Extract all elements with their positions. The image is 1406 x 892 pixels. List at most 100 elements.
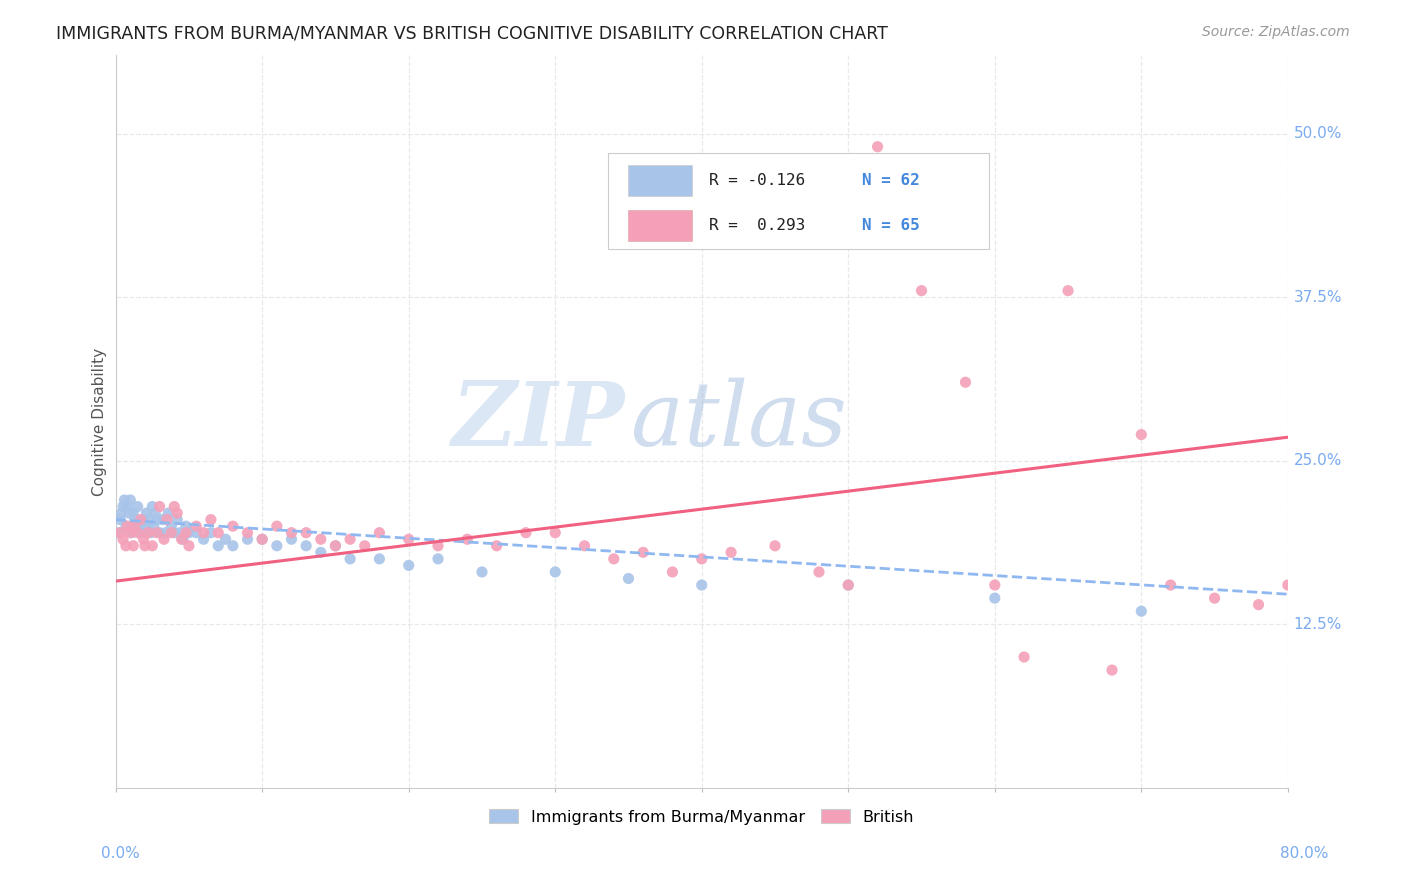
Point xyxy=(122,506,145,520)
Point xyxy=(1247,598,1270,612)
Point xyxy=(690,552,713,566)
Point xyxy=(353,539,375,553)
Point xyxy=(169,525,191,540)
Point xyxy=(368,552,391,566)
Point xyxy=(485,539,508,553)
Point xyxy=(984,578,1007,592)
Point xyxy=(193,525,215,540)
Point xyxy=(544,525,567,540)
Text: 37.5%: 37.5% xyxy=(1294,290,1343,305)
Point xyxy=(1012,650,1035,665)
Point xyxy=(631,545,654,559)
Point xyxy=(200,525,222,540)
Point xyxy=(111,500,134,514)
Point xyxy=(186,519,208,533)
Point xyxy=(427,539,450,553)
Point xyxy=(117,500,139,514)
Point xyxy=(280,533,302,547)
Point xyxy=(720,545,742,559)
Point xyxy=(132,533,155,547)
Point xyxy=(107,525,129,540)
Point xyxy=(128,519,150,533)
Point xyxy=(163,500,186,514)
Text: atlas: atlas xyxy=(631,378,848,465)
Point xyxy=(166,506,188,520)
Point xyxy=(118,506,141,520)
Point xyxy=(471,565,494,579)
Point xyxy=(125,519,148,533)
Point xyxy=(115,519,138,533)
Text: 0.0%: 0.0% xyxy=(101,847,141,861)
Text: 80.0%: 80.0% xyxy=(1281,847,1329,861)
Text: R = -0.126: R = -0.126 xyxy=(709,173,806,188)
Point xyxy=(174,519,197,533)
Point xyxy=(910,284,932,298)
Point xyxy=(115,539,138,553)
Point xyxy=(117,519,139,533)
Point xyxy=(110,506,132,520)
Point xyxy=(111,533,134,547)
Point xyxy=(177,539,200,553)
Point xyxy=(121,525,143,540)
Y-axis label: Cognitive Disability: Cognitive Disability xyxy=(93,347,107,496)
Point xyxy=(200,513,222,527)
Point xyxy=(127,525,149,540)
Text: N = 62: N = 62 xyxy=(862,173,920,188)
Point xyxy=(108,525,131,540)
Point xyxy=(236,525,259,540)
Point xyxy=(207,539,229,553)
Point xyxy=(456,533,478,547)
Point xyxy=(120,525,142,540)
Point xyxy=(141,539,163,553)
Point xyxy=(1130,604,1153,618)
Text: IMMIGRANTS FROM BURMA/MYANMAR VS BRITISH COGNITIVE DISABILITY CORRELATION CHART: IMMIGRANTS FROM BURMA/MYANMAR VS BRITISH… xyxy=(56,25,889,43)
Point xyxy=(108,513,131,527)
Point xyxy=(398,558,420,573)
Point xyxy=(574,539,596,553)
Point xyxy=(163,525,186,540)
Text: R =  0.293: R = 0.293 xyxy=(709,218,806,233)
Point xyxy=(603,552,626,566)
Point xyxy=(160,519,183,533)
Point xyxy=(515,525,537,540)
Text: 25.0%: 25.0% xyxy=(1294,453,1343,468)
FancyBboxPatch shape xyxy=(607,153,988,249)
Text: N = 65: N = 65 xyxy=(862,218,920,233)
Point xyxy=(339,533,361,547)
Point xyxy=(427,552,450,566)
Text: Source: ZipAtlas.com: Source: ZipAtlas.com xyxy=(1202,25,1350,39)
Point xyxy=(280,525,302,540)
Point xyxy=(139,525,162,540)
Point xyxy=(250,533,273,547)
Point xyxy=(132,519,155,533)
Point xyxy=(129,513,152,527)
Point xyxy=(145,525,167,540)
Point xyxy=(1130,427,1153,442)
Point xyxy=(142,519,165,533)
Text: ZIP: ZIP xyxy=(453,378,626,465)
Point xyxy=(266,539,288,553)
Point xyxy=(763,539,786,553)
Point xyxy=(138,513,160,527)
Point xyxy=(136,525,159,540)
Point xyxy=(837,578,859,592)
Point xyxy=(339,552,361,566)
Point xyxy=(1160,578,1182,592)
Point xyxy=(145,513,167,527)
Point xyxy=(866,139,889,153)
Point xyxy=(368,525,391,540)
Point xyxy=(131,513,153,527)
Text: 50.0%: 50.0% xyxy=(1294,126,1343,141)
Point xyxy=(1204,591,1226,606)
Point xyxy=(114,493,136,508)
Point xyxy=(135,506,157,520)
Point xyxy=(120,493,142,508)
Point xyxy=(544,565,567,579)
Point xyxy=(661,565,683,579)
Point xyxy=(155,525,177,540)
Point xyxy=(807,565,830,579)
Point xyxy=(398,533,420,547)
Point xyxy=(837,578,859,592)
Point xyxy=(124,519,146,533)
Point xyxy=(295,525,318,540)
